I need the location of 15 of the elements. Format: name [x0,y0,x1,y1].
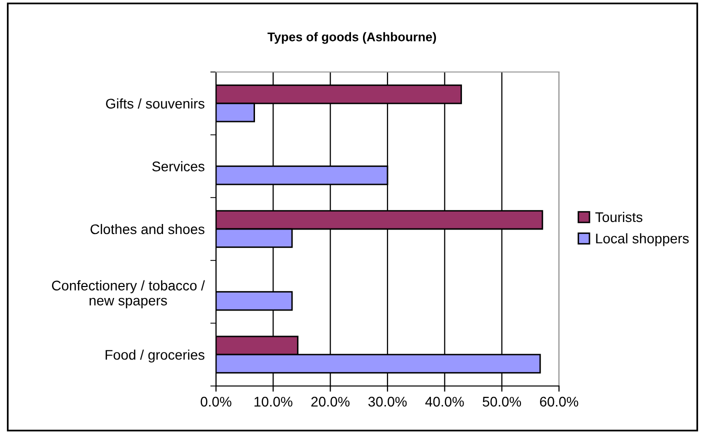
y-tick-label: Confectionery / tobacco / new spapers [52,280,205,308]
y-tick-label: Gifts / souvenirs [106,98,204,109]
y-tick-label: Clothes and shoes [90,224,204,234]
x-tick-label: 50.0% [482,396,522,407]
y-tick-label: Food / groceries [106,350,204,363]
x-tick-label: 40.0% [425,396,464,407]
x-tick-label: 60.0% [540,396,578,407]
legend-label: Tourists [595,212,642,222]
x-tick-label: 10.0% [254,396,292,407]
chart-title: Types of goods (Ashbourne) [268,32,436,44]
x-tick-label: 20.0% [311,396,350,407]
legend-label: Local shoppers [596,233,689,246]
y-tick-label: Services [152,161,204,172]
x-tick-label: 0.0% [200,396,232,407]
x-tick-label: 30.0% [368,396,407,407]
